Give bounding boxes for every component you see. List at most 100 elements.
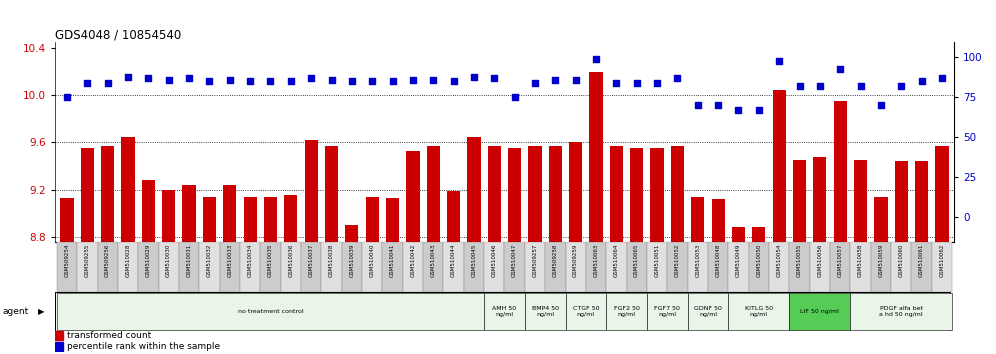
- Text: GSM510041: GSM510041: [390, 244, 395, 277]
- Text: FGF2 50
ng/ml: FGF2 50 ng/ml: [614, 306, 639, 317]
- Bar: [366, 196, 378, 242]
- Text: GSM510038: GSM510038: [329, 244, 334, 277]
- Bar: [484, 242, 505, 292]
- Bar: [346, 225, 359, 242]
- Text: GSM509259: GSM509259: [573, 244, 579, 277]
- Bar: [630, 148, 643, 242]
- Text: GSM510040: GSM510040: [370, 244, 374, 277]
- Bar: [732, 227, 745, 242]
- Bar: [101, 146, 115, 242]
- Text: ▶: ▶: [38, 307, 45, 316]
- Point: [730, 108, 746, 113]
- Bar: [566, 293, 607, 330]
- Point: [792, 84, 808, 89]
- Bar: [711, 199, 725, 242]
- Text: GSM510052: GSM510052: [675, 244, 680, 277]
- Bar: [223, 185, 236, 242]
- Point: [283, 79, 299, 84]
- Text: GDS4048 / 10854540: GDS4048 / 10854540: [55, 28, 181, 41]
- Bar: [199, 242, 219, 292]
- Bar: [385, 198, 399, 242]
- Text: GSM510030: GSM510030: [166, 244, 171, 277]
- Text: GSM510063: GSM510063: [594, 244, 599, 277]
- Point: [303, 75, 319, 81]
- Text: GSM510037: GSM510037: [309, 244, 314, 277]
- Text: GSM510044: GSM510044: [451, 244, 456, 277]
- Text: GSM510059: GSM510059: [878, 244, 883, 277]
- Text: GSM510061: GSM510061: [919, 244, 924, 277]
- Bar: [138, 242, 158, 292]
- Point: [384, 79, 400, 84]
- Bar: [569, 143, 583, 242]
- Bar: [891, 242, 911, 292]
- Point: [568, 77, 584, 83]
- Point: [324, 77, 340, 83]
- Bar: [342, 242, 362, 292]
- Bar: [61, 198, 74, 242]
- Bar: [260, 242, 281, 292]
- Text: BMP4 50
ng/ml: BMP4 50 ng/ml: [532, 306, 559, 317]
- Point: [201, 79, 217, 84]
- Bar: [752, 227, 766, 242]
- Bar: [871, 242, 891, 292]
- Bar: [141, 180, 155, 242]
- Text: GSM510054: GSM510054: [777, 244, 782, 277]
- Bar: [281, 242, 301, 292]
- Bar: [525, 242, 545, 292]
- Bar: [525, 293, 566, 330]
- Text: GSM510045: GSM510045: [471, 244, 476, 277]
- Point: [853, 84, 869, 89]
- Text: GSM510043: GSM510043: [430, 244, 436, 277]
- Point: [181, 75, 197, 81]
- Bar: [854, 160, 868, 242]
- Point: [405, 77, 421, 83]
- Text: GSM510050: GSM510050: [756, 244, 761, 277]
- Text: GSM510034: GSM510034: [248, 244, 253, 277]
- Point: [466, 74, 482, 80]
- Bar: [911, 242, 932, 292]
- Bar: [586, 242, 607, 292]
- Text: GSM510049: GSM510049: [736, 244, 741, 277]
- Bar: [423, 242, 443, 292]
- Point: [649, 80, 665, 86]
- Bar: [851, 242, 871, 292]
- Bar: [626, 242, 647, 292]
- Bar: [650, 148, 663, 242]
- Text: transformed count: transformed count: [67, 331, 151, 340]
- Text: GSM510046: GSM510046: [492, 244, 497, 277]
- Text: GSM510058: GSM510058: [859, 244, 864, 277]
- Bar: [545, 242, 566, 292]
- Bar: [793, 160, 806, 242]
- Text: no treatment control: no treatment control: [238, 309, 304, 314]
- Point: [425, 77, 441, 83]
- Text: agent: agent: [3, 307, 29, 316]
- Text: GSM510057: GSM510057: [838, 244, 843, 277]
- Bar: [179, 242, 199, 292]
- Bar: [687, 242, 708, 292]
- Point: [751, 108, 767, 113]
- Bar: [590, 72, 603, 242]
- Bar: [894, 161, 908, 242]
- Bar: [243, 196, 257, 242]
- Text: GSM510047: GSM510047: [512, 244, 517, 277]
- Point: [548, 77, 564, 83]
- Point: [833, 66, 849, 72]
- Point: [445, 79, 461, 84]
- Bar: [464, 242, 484, 292]
- Bar: [687, 293, 728, 330]
- Point: [609, 80, 624, 86]
- Text: GSM510035: GSM510035: [268, 244, 273, 277]
- Bar: [158, 242, 179, 292]
- Bar: [830, 242, 851, 292]
- Bar: [769, 242, 790, 292]
- Text: GSM510039: GSM510039: [350, 244, 355, 277]
- Point: [242, 79, 258, 84]
- Bar: [402, 242, 423, 292]
- Point: [140, 75, 156, 81]
- Text: GSM509256: GSM509256: [106, 244, 111, 277]
- Point: [100, 80, 116, 86]
- Bar: [529, 146, 542, 242]
- Bar: [488, 146, 501, 242]
- Text: GSM510028: GSM510028: [125, 244, 130, 277]
- Text: GSM509258: GSM509258: [553, 244, 558, 277]
